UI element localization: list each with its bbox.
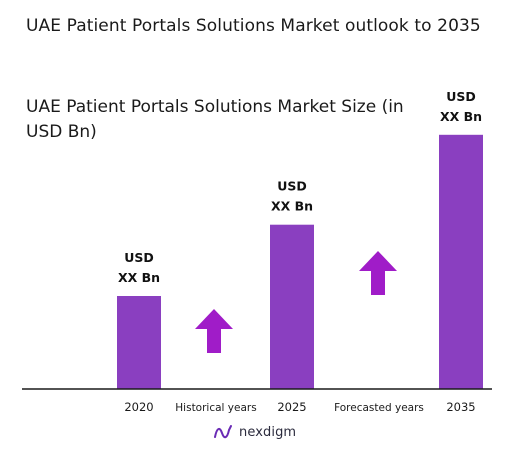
arrows-group — [195, 251, 397, 353]
x-tick-label-2025: 2025 — [277, 400, 306, 414]
data-label-2035-line-1: USD — [446, 89, 476, 104]
data-label-2025-line-2: XX Bn — [271, 199, 313, 214]
brand-logo: nexdigm — [214, 424, 296, 440]
bars-group — [117, 134, 483, 389]
brand-name: nexdigm — [239, 424, 297, 440]
data-label-2020-line-1: USD — [124, 250, 154, 265]
period-label-1: Historical years — [175, 402, 256, 414]
x-tick-label-2035: 2035 — [446, 400, 475, 414]
growth-arrow-icon-1 — [195, 309, 233, 353]
period-label-2: Forecasted years — [334, 402, 424, 414]
growth-arrow-icon-2 — [359, 251, 397, 295]
labels-group: USD XX Bn 2020 USD XX Bn 2025 USD XX Bn 2035 Hist… — [118, 89, 482, 414]
data-label-2035-line-2: XX Bn — [440, 109, 482, 124]
data-label-2025-line-1: USD — [277, 179, 307, 194]
bar-2025 — [270, 224, 314, 389]
data-label-2020-line-2: XX Bn — [118, 270, 160, 285]
x-tick-label-2020: 2020 — [124, 400, 153, 414]
nexdigm-logo-icon — [214, 425, 232, 439]
bar-2020 — [117, 296, 161, 389]
bar-2035 — [439, 134, 483, 389]
chart-subtitle: UAE Patient Portals Solutions Market Siz… — [26, 97, 404, 142]
chart-main-title: UAE Patient Portals Solutions Market out… — [26, 16, 481, 36]
